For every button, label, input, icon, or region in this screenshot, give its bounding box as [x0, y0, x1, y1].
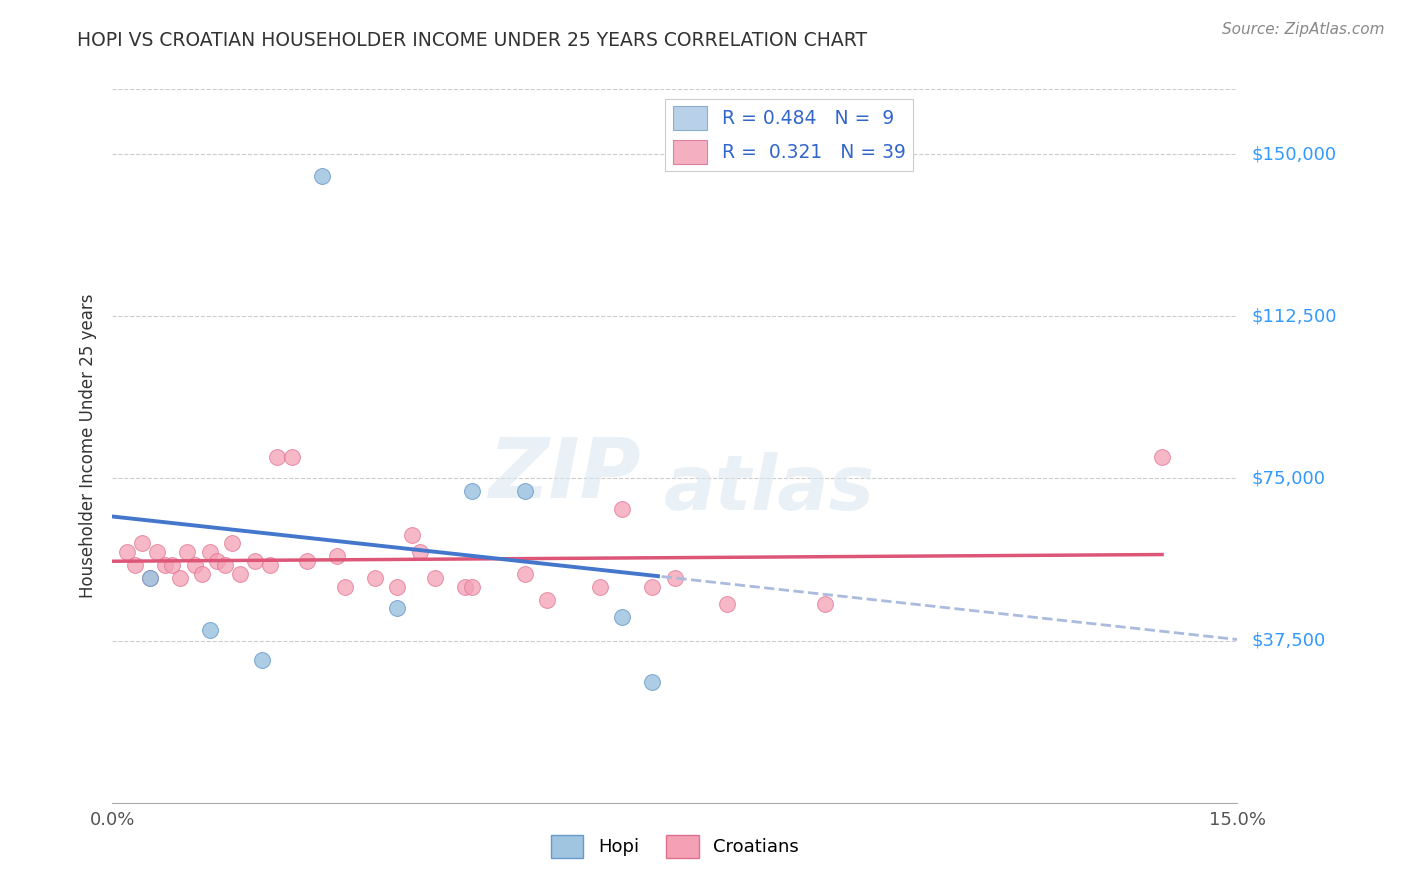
Text: $75,000: $75,000: [1251, 469, 1326, 487]
Point: [139, 571, 162, 585]
Text: HOPI VS CROATIAN HOUSEHOLDER INCOME UNDER 25 YEARS CORRELATION CHART: HOPI VS CROATIAN HOUSEHOLDER INCOME UNDE…: [77, 31, 868, 50]
Point: [612, 501, 634, 516]
Point: [423, 571, 446, 585]
Point: [117, 545, 139, 559]
Point: [259, 558, 281, 572]
Text: atlas: atlas: [664, 452, 875, 525]
Point: [641, 674, 664, 689]
Point: [153, 558, 176, 572]
Point: [311, 169, 333, 183]
Point: [409, 545, 432, 559]
Point: [214, 558, 236, 572]
Point: [814, 597, 837, 611]
Point: [664, 571, 686, 585]
Point: [536, 592, 558, 607]
Point: [184, 558, 207, 572]
Text: $150,000: $150,000: [1251, 145, 1336, 163]
Point: [131, 536, 153, 550]
Y-axis label: Householder Income Under 25 years: Householder Income Under 25 years: [79, 293, 97, 599]
Point: [139, 571, 162, 585]
Point: [612, 610, 634, 624]
Text: ZIP: ZIP: [488, 434, 641, 515]
Point: [281, 450, 304, 464]
Point: [252, 653, 274, 667]
Point: [401, 527, 423, 541]
Text: $37,500: $37,500: [1251, 632, 1326, 649]
Point: [333, 580, 356, 594]
Point: [243, 553, 266, 567]
Point: [513, 484, 536, 499]
Point: [589, 580, 612, 594]
Point: [124, 558, 146, 572]
Point: [266, 450, 288, 464]
Point: [191, 566, 214, 581]
Text: Source: ZipAtlas.com: Source: ZipAtlas.com: [1222, 22, 1385, 37]
Point: [169, 571, 191, 585]
Point: [326, 549, 349, 564]
Point: [364, 571, 387, 585]
Point: [513, 566, 536, 581]
Point: [387, 580, 409, 594]
Point: [1152, 450, 1174, 464]
Point: [229, 566, 252, 581]
Point: [387, 601, 409, 615]
Point: [297, 553, 319, 567]
Point: [641, 580, 664, 594]
Point: [716, 597, 738, 611]
Point: [207, 553, 229, 567]
Point: [221, 536, 243, 550]
Legend: Hopi, Croatians: Hopi, Croatians: [544, 828, 806, 865]
Point: [198, 623, 221, 637]
Point: [146, 545, 169, 559]
Text: $112,500: $112,500: [1251, 307, 1337, 326]
Point: [176, 545, 198, 559]
Point: [162, 558, 184, 572]
Point: [198, 545, 221, 559]
Point: [461, 580, 484, 594]
Point: [454, 580, 477, 594]
Point: [461, 484, 484, 499]
